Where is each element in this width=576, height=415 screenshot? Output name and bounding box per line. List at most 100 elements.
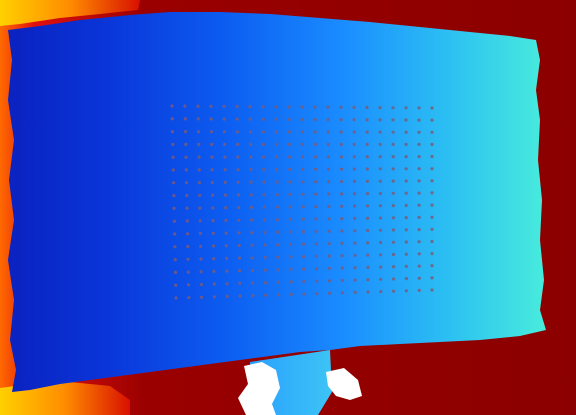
pattern-dot: [249, 193, 253, 197]
pattern-dot: [236, 142, 240, 146]
pattern-dot: [196, 104, 200, 108]
pattern-dot: [274, 130, 278, 134]
pattern-dot: [172, 206, 176, 210]
pattern-dot: [173, 245, 177, 249]
pattern-dot: [274, 105, 278, 109]
pattern-dot: [174, 283, 178, 287]
pattern-dot: [275, 167, 279, 172]
pattern-dot: [288, 167, 292, 171]
pattern-dot: [210, 168, 214, 172]
pattern-dot: [183, 104, 187, 108]
pattern-dot: [274, 117, 278, 121]
pattern-dot: [199, 257, 203, 261]
pattern-dot: [404, 289, 408, 293]
pattern-dot: [263, 281, 267, 285]
pattern-dot: [352, 105, 356, 109]
pattern-dot: [288, 205, 292, 209]
pattern-dot: [366, 278, 370, 282]
pattern-dot: [340, 204, 344, 208]
pattern-dot: [248, 105, 252, 109]
pattern-dot: [211, 244, 216, 248]
pattern-dot: [339, 130, 343, 134]
pattern-dot: [185, 193, 189, 198]
pattern-dot: [353, 266, 357, 270]
pattern-dot: [210, 155, 214, 159]
pattern-dot: [225, 269, 229, 273]
pattern-dot: [197, 181, 201, 185]
pattern-dot: [315, 279, 319, 283]
pattern-dot: [302, 292, 306, 296]
pattern-dot: [353, 290, 357, 294]
pattern-dot: [366, 216, 370, 220]
pattern-dot: [378, 142, 382, 146]
pattern-dot: [198, 219, 202, 223]
pattern-dot: [171, 155, 175, 159]
pattern-dot: [430, 167, 434, 171]
pattern-dot: [183, 130, 188, 134]
pattern-dot: [171, 168, 175, 172]
pattern-dot: [237, 218, 241, 222]
pattern-dot: [235, 130, 239, 134]
pattern-dot: [326, 105, 330, 109]
pattern-dot: [391, 118, 395, 122]
pattern-dot: [276, 230, 280, 234]
pattern-dot: [379, 277, 383, 281]
pattern-dot: [404, 191, 408, 195]
pattern-dot: [352, 155, 356, 159]
pattern-dot: [352, 142, 356, 146]
pattern-dot: [172, 219, 176, 223]
pattern-dot: [250, 231, 254, 235]
pattern-dot: [261, 130, 265, 134]
pattern-dot: [340, 278, 344, 282]
pattern-dot: [289, 267, 293, 271]
pattern-dot: [366, 290, 370, 294]
pattern-dot: [430, 252, 434, 256]
pattern-dot: [224, 218, 228, 222]
pattern-dot: [340, 241, 344, 245]
pattern-dot: [352, 130, 356, 134]
pattern-dot: [313, 117, 317, 122]
pattern-dot: [404, 264, 408, 268]
pattern-dot: [197, 168, 201, 172]
pattern-dot: [222, 117, 226, 121]
pattern-dot: [340, 266, 344, 270]
pattern-dot: [300, 117, 304, 122]
pattern-dot: [430, 215, 434, 219]
pattern-dot: [404, 118, 408, 122]
pattern-dot: [236, 168, 240, 172]
pattern-dot: [263, 230, 267, 234]
pattern-dot: [249, 205, 254, 209]
pattern-dot: [365, 179, 369, 183]
pattern-dot: [223, 142, 227, 146]
pattern-dot: [404, 203, 408, 207]
pattern-dot: [365, 142, 369, 146]
pattern-dot: [430, 106, 434, 110]
pattern-dot: [353, 192, 357, 196]
pattern-dot: [404, 277, 408, 281]
pattern-dot: [340, 192, 344, 196]
pattern-dot: [365, 105, 369, 110]
pattern-dot: [378, 228, 383, 232]
pattern-dot: [404, 216, 408, 220]
pattern-dot: [185, 219, 189, 223]
pattern-dot: [352, 118, 356, 122]
pattern-dot: [327, 266, 331, 270]
pattern-dot: [340, 217, 344, 221]
pattern-dot: [170, 130, 175, 134]
pattern-dot: [302, 267, 306, 271]
pattern-dot: [378, 155, 382, 159]
pattern-dot: [326, 155, 330, 159]
pattern-dot: [238, 269, 242, 273]
pattern-dot: [262, 193, 266, 197]
pattern-dot: [378, 130, 382, 134]
pattern-dot: [237, 256, 241, 260]
pattern-dot: [340, 291, 344, 295]
pattern-dot: [186, 244, 190, 249]
pattern-dot: [250, 256, 254, 260]
pattern-dot: [378, 167, 382, 171]
pattern-dot: [301, 242, 306, 246]
pattern-dot: [224, 206, 228, 210]
pattern-dot: [365, 118, 369, 122]
pattern-dot: [289, 255, 293, 259]
